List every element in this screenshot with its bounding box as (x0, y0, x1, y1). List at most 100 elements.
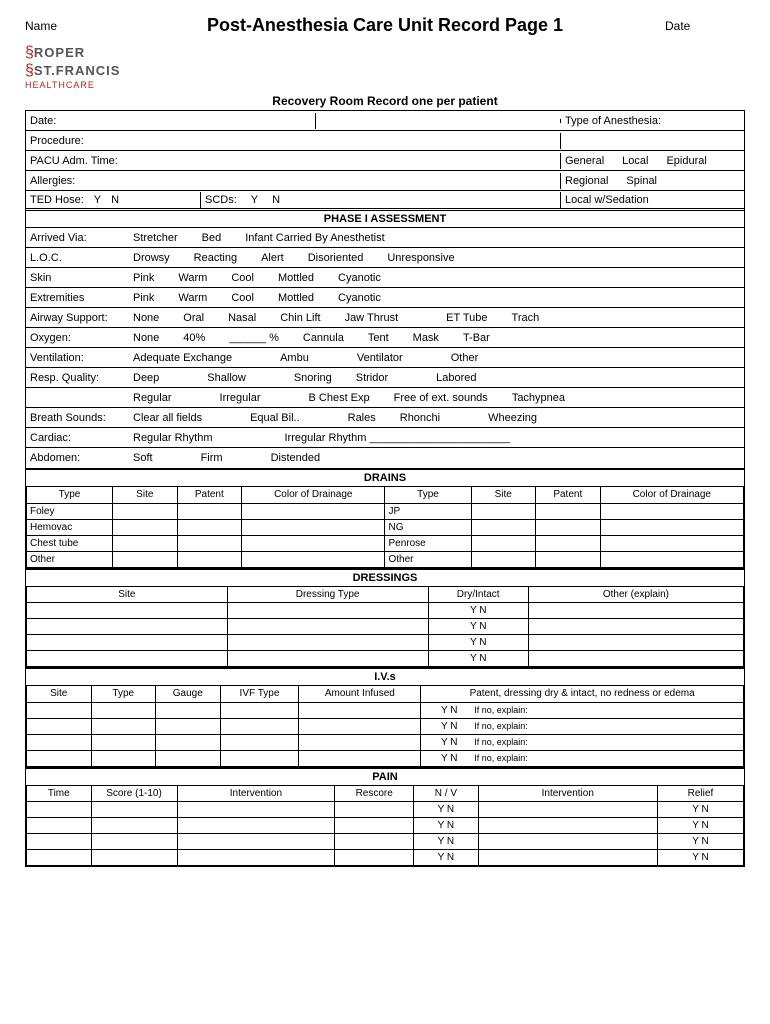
table-row[interactable]: Y N (27, 619, 744, 635)
assessment-option[interactable]: Mottled (278, 292, 314, 304)
name-label: Name (25, 19, 105, 33)
assessment-option[interactable]: Disoriented (308, 252, 364, 264)
table-row[interactable]: Y N (27, 651, 744, 667)
assessment-option[interactable]: Firm (201, 452, 223, 464)
assessment-option[interactable]: Tachypnea (512, 392, 565, 404)
table-row[interactable]: Y NIf no, explain: (27, 702, 744, 718)
assessment-row[interactable]: Abdomen:SoftFirmDistended (26, 448, 744, 468)
scd-field[interactable]: SCDs: Y N (201, 192, 561, 208)
assessment-option[interactable]: Shallow (207, 372, 246, 384)
assessment-option[interactable]: Pink (133, 292, 154, 304)
assessment-option[interactable]: Rhonchi (400, 412, 440, 424)
assessment-label: Ventilation: (30, 352, 125, 364)
assessment-option[interactable]: Equal Bil.. (250, 412, 300, 424)
assessment-option[interactable]: Trach (512, 312, 540, 324)
assessment-row[interactable]: Breath Sounds: Clear all fields Equal Bil.… (26, 408, 744, 428)
table-row[interactable]: OtherOther (27, 551, 744, 567)
assessment-option[interactable]: Cyanotic (338, 292, 381, 304)
assessment-option[interactable]: Mottled (278, 272, 314, 284)
assessment-option[interactable]: Snoring (294, 372, 332, 384)
assessment-option[interactable]: Stretcher (133, 232, 178, 244)
table-row[interactable]: Y NY N (27, 834, 744, 850)
assessment-row[interactable]: Arrived Via:StretcherBedInfant Carried B… (26, 228, 744, 248)
assessment-option[interactable]: Pink (133, 272, 154, 284)
assessment-option[interactable]: Irregular Rhythm _______________________ (284, 432, 510, 444)
assessment-option[interactable]: Unresponsive (387, 252, 454, 264)
anesthesia-opts-3[interactable]: Local w/Sedation (561, 192, 744, 208)
table-row[interactable]: Y NY N (27, 818, 744, 834)
assessment-option[interactable]: Warm (178, 292, 207, 304)
procedure-field[interactable]: Procedure: (26, 133, 561, 149)
pain-table: Time Score (1-10) Intervention Rescore N… (26, 786, 744, 867)
assessment-option[interactable]: Cool (231, 272, 254, 284)
table-row[interactable]: Y N (27, 635, 744, 651)
table-row[interactable]: FoleyJP (27, 503, 744, 519)
assessment-option[interactable]: Ambu (280, 352, 309, 364)
assessment-option[interactable]: Nasal (228, 312, 256, 324)
assessment-option[interactable]: Labored (436, 372, 476, 384)
allergies-field[interactable]: Allergies: (26, 173, 561, 189)
date-field[interactable]: Date: (26, 113, 316, 129)
assessment-option[interactable]: Regular (133, 392, 172, 404)
assessment-option[interactable]: Free of ext. sounds (394, 392, 488, 404)
assessment-option[interactable]: Clear all fields (133, 412, 202, 424)
assessment-option[interactable]: Stridor (356, 372, 388, 384)
assessment-option[interactable]: Drowsy (133, 252, 170, 264)
assessment-option[interactable]: Reacting (194, 252, 237, 264)
assessment-option[interactable]: Other (451, 352, 479, 364)
assessment-row[interactable]: Regular Irregular B Chest Exp Free of ext. … (26, 388, 744, 408)
assessment-option[interactable]: Oral (183, 312, 204, 324)
pacu-field[interactable]: PACU Adm. Time: (26, 153, 561, 169)
assessment-option[interactable]: Rales (348, 412, 376, 424)
assessment-option[interactable]: Distended (271, 452, 321, 464)
assessment-option[interactable]: Soft (133, 452, 153, 464)
assessment-option[interactable]: Deep (133, 372, 159, 384)
assessment-label: Breath Sounds: (30, 412, 125, 424)
assessment-option[interactable]: Irregular (220, 392, 261, 404)
assessment-option[interactable]: Cyanotic (338, 272, 381, 284)
assessment-option[interactable]: Adequate Exchange (133, 352, 232, 364)
assessment-option[interactable]: Ventilator (357, 352, 403, 364)
table-row[interactable]: Y NIf no, explain: (27, 734, 744, 750)
assessment-option[interactable]: Tent (368, 332, 389, 344)
table-row[interactable]: Y NIf no, explain: (27, 750, 744, 766)
assessment-option[interactable]: Infant Carried By Anesthetist (245, 232, 384, 244)
table-row[interactable]: Y NY N (27, 802, 744, 818)
assessment-option[interactable]: Cannula (303, 332, 344, 344)
assessment-label: L.O.C. (30, 252, 125, 264)
assessment-option[interactable]: Regular Rhythm (133, 432, 212, 444)
assessment-row[interactable]: Ventilation: Adequate Exchange Ambu Ventila… (26, 348, 744, 368)
assessment-option[interactable]: Alert (261, 252, 284, 264)
assessment-option[interactable]: Wheezing (488, 412, 537, 424)
table-row[interactable]: HemovacNG (27, 519, 744, 535)
ivs-table: Site Type Gauge IVF Type Amount Infused … (26, 686, 744, 767)
assessment-option[interactable]: 40% (183, 332, 205, 344)
table-row[interactable]: Y NIf no, explain: (27, 718, 744, 734)
ted-hose-field[interactable]: TED Hose: Y N (26, 192, 201, 208)
assessment-option[interactable]: Jaw Thrust (345, 312, 399, 324)
assessment-option[interactable]: None (133, 332, 159, 344)
assessment-option[interactable]: Bed (202, 232, 222, 244)
assessment-row[interactable]: SkinPinkWarmCoolMottledCyanotic (26, 268, 744, 288)
assessment-row[interactable]: L.O.C. Drowsy Reacting Alert Disoriented Unre… (26, 248, 744, 268)
assessment-option[interactable]: ______ % (229, 332, 279, 344)
assessment-option[interactable]: B Chest Exp (309, 392, 370, 404)
anesthesia-opts-2[interactable]: Regional Spinal (561, 173, 744, 189)
assessment-row[interactable]: Airway Support:NoneOralNasalChin LiftJaw… (26, 308, 744, 328)
assessment-option[interactable]: Cool (231, 292, 254, 304)
assessment-option[interactable]: T-Bar (463, 332, 490, 344)
table-row[interactable]: Y N (27, 603, 744, 619)
blank-cell[interactable] (316, 119, 561, 123)
assessment-option[interactable]: Mask (413, 332, 439, 344)
assessment-row[interactable]: Resp. Quality:DeepShallowSnoringStridorL… (26, 368, 744, 388)
assessment-option[interactable]: Warm (178, 272, 207, 284)
assessment-option[interactable]: Chin Lift (280, 312, 320, 324)
assessment-row[interactable]: ExtremitiesPinkWarmCoolMottledCyanotic (26, 288, 744, 308)
assessment-option[interactable]: ET Tube (446, 312, 487, 324)
anesthesia-opts-1[interactable]: General Local Epidural (561, 153, 744, 169)
assessment-row[interactable]: Oxygen:None40%______ %CannulaTentMaskT-B… (26, 328, 744, 348)
table-row[interactable]: Chest tubePenrose (27, 535, 744, 551)
assessment-option[interactable]: None (133, 312, 159, 324)
table-row[interactable]: Y NY N (27, 850, 744, 866)
assessment-row[interactable]: Cardiac:Regular RhythmIrregular Rhythm _… (26, 428, 744, 448)
